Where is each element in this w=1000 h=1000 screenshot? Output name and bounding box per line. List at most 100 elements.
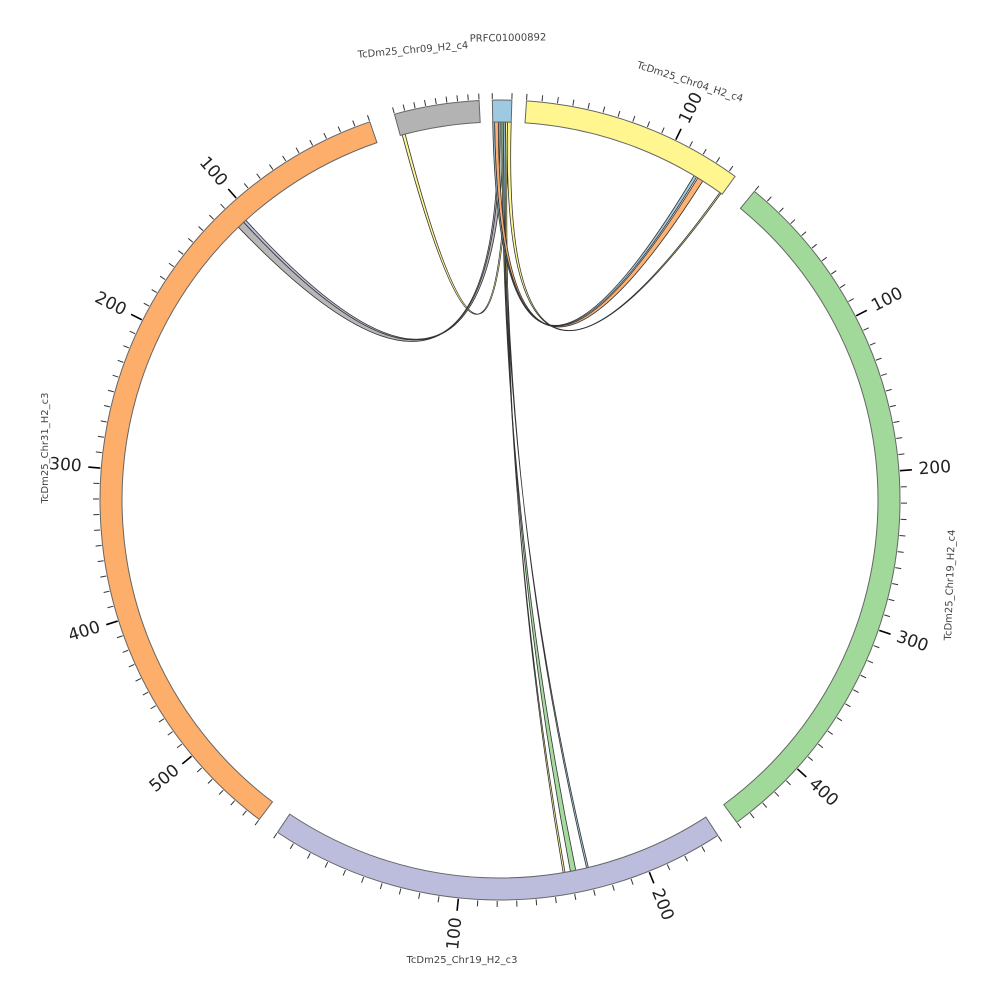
minor-tick-chr31-210 (129, 330, 136, 335)
minor-tick-chr31-540 (230, 800, 236, 806)
segment-label-chr19c4: TcDm25_Chr19_H2_c4 (943, 529, 958, 641)
minor-tick-chr19c4-410 (785, 780, 791, 786)
segment-chr19c4[interactable] (723, 190, 901, 824)
minor-tick-chr31-560 (254, 819, 260, 826)
minor-tick-chr04-70 (632, 115, 636, 122)
minor-tick-chr19c4-310 (873, 645, 880, 649)
link-PRFC01000892-chr31-1 (237, 121, 505, 342)
minor-tick-chr09-60 (413, 102, 416, 109)
minor-tick-chr31-430 (128, 664, 135, 668)
minor-tick-chr19c4-340 (853, 689, 859, 693)
minor-tick-chr19c4-40 (801, 231, 807, 237)
major-tick-chr19c3-200 (648, 871, 655, 884)
minor-tick-chr09-40 (434, 98, 437, 105)
minor-tick-chr31-170 (159, 275, 166, 280)
minor-tick-chr19c4-20 (778, 207, 784, 213)
minor-tick-chr19c4-350 (845, 703, 851, 708)
minor-tick-chr04-80 (646, 121, 651, 128)
minor-tick-chr19c3-210 (666, 864, 671, 871)
minor-tick-chr31-270 (100, 420, 107, 423)
major-tick-chr19c4-200 (899, 469, 912, 472)
minor-tick-chr19c4-0 (754, 185, 760, 191)
minor-tick-chr19c4-290 (884, 614, 891, 618)
minor-tick-chr19c4-150 (885, 388, 892, 392)
minor-tick-chr31-280 (97, 435, 105, 438)
minor-tick-chr19c3-60 (379, 883, 383, 890)
minor-tick-chr31-450 (142, 691, 149, 696)
minor-tick-chr31-50 (295, 147, 300, 154)
minor-tick-chr19c4-50 (811, 243, 817, 249)
minor-tick-chr31-130 (198, 226, 204, 231)
minor-tick-chr04-40 (587, 102, 590, 109)
major-tick-chr31-300 (88, 466, 101, 469)
minor-tick-chr19c4-390 (807, 756, 813, 761)
minor-tick-chr19c4-140 (881, 373, 888, 377)
minor-tick-chr31-120 (209, 214, 214, 220)
minor-tick-chr31-530 (218, 789, 224, 795)
segment-PRFC01000892[interactable] (491, 99, 513, 123)
minor-tick-chr19c4-250 (897, 551, 904, 553)
minor-tick-chr19c3-170 (593, 889, 596, 896)
major-tick-chr19c4-400 (796, 768, 807, 778)
segment-label-chr09: TcDm25_Chr09_H2_c4 (356, 40, 469, 61)
tick-label-chr04-100: 100 (675, 89, 707, 127)
minor-tick-chr19c3-180 (612, 884, 615, 891)
tick-label-chr19c3-100: 100 (443, 916, 466, 950)
minor-tick-chr19c3-90 (437, 896, 440, 903)
tick-label-chr31-100: 100 (195, 153, 231, 191)
minor-tick-chr31-110 (220, 203, 226, 209)
minor-tick-chr04-20 (556, 97, 559, 104)
minor-tick-chr31-90 (243, 183, 249, 189)
minor-tick-chr19c4-190 (898, 453, 905, 456)
segment-chr09[interactable] (393, 100, 481, 137)
minor-tick-chr09-50 (424, 99, 427, 107)
minor-tick-chr19c4-370 (827, 730, 833, 735)
minor-tick-chr19c4-170 (893, 420, 900, 424)
minor-tick-chr19c4-270 (892, 583, 899, 586)
major-tick-chr04-100 (675, 128, 682, 140)
tick-label-chr19c4-400: 400 (805, 774, 842, 811)
minor-tick-chr04-50 (602, 106, 606, 113)
tick-label-chr31-200: 200 (92, 288, 130, 320)
minor-tick-chr19c4-70 (831, 270, 837, 275)
segment-label-PRFC01000892: PRFC01000892 (470, 32, 547, 44)
minor-tick-chr19c4-130 (875, 357, 882, 361)
tick-label-chr19c3-200: 200 (647, 886, 678, 924)
minor-tick-chr19c3-0 (273, 832, 278, 839)
minor-tick-chr19c4-10 (766, 196, 772, 202)
minor-tick-chr31-470 (158, 718, 165, 723)
minor-tick-chr19c3-30 (324, 861, 329, 868)
minor-tick-chr31-460 (150, 705, 157, 710)
minor-tick-chr31-260 (104, 404, 111, 408)
minor-tick-chr04-60 (617, 110, 621, 117)
minor-tick-chr04-10 (541, 95, 544, 102)
minor-tick-chr19c4-440 (749, 813, 755, 819)
minor-tick-chr09-30 (445, 96, 448, 103)
minor-tick-chr31-160 (168, 262, 175, 268)
segment-chr19c3[interactable] (276, 813, 719, 901)
major-tick-chr19c3-100 (456, 898, 460, 911)
minor-tick-chr04-30 (572, 99, 575, 106)
minor-tick-chr19c4-120 (869, 342, 876, 346)
minor-tick-chr31-510 (196, 767, 202, 773)
minor-tick-chr09-20 (456, 95, 459, 102)
minor-tick-chr31-60 (282, 155, 287, 162)
minor-tick-chr31-360 (97, 560, 104, 563)
minor-tick-chr19c4-360 (836, 717, 843, 722)
segment-label-chr31: TcDm25_Chr31_H2_c3 (40, 393, 51, 505)
minor-tick-chr31-420 (122, 649, 129, 653)
minor-tick-chr04-120 (702, 148, 707, 155)
minor-tick-chr31-30 (323, 132, 327, 139)
minor-tick-chr19c3-220 (684, 855, 688, 862)
minor-tick-chr31-0 (367, 115, 370, 122)
minor-tick-chr09-80 (392, 107, 395, 114)
link-layer (237, 121, 722, 874)
segment-chr04[interactable] (524, 100, 736, 195)
minor-tick-chr31-490 (176, 743, 183, 749)
minor-tick-chr31-410 (116, 635, 123, 639)
minor-tick-chr31-40 (309, 139, 314, 146)
segment-chr31[interactable] (99, 121, 378, 821)
minor-tick-chr19c4-380 (817, 743, 824, 749)
minor-tick-chr31-250 (107, 389, 114, 393)
